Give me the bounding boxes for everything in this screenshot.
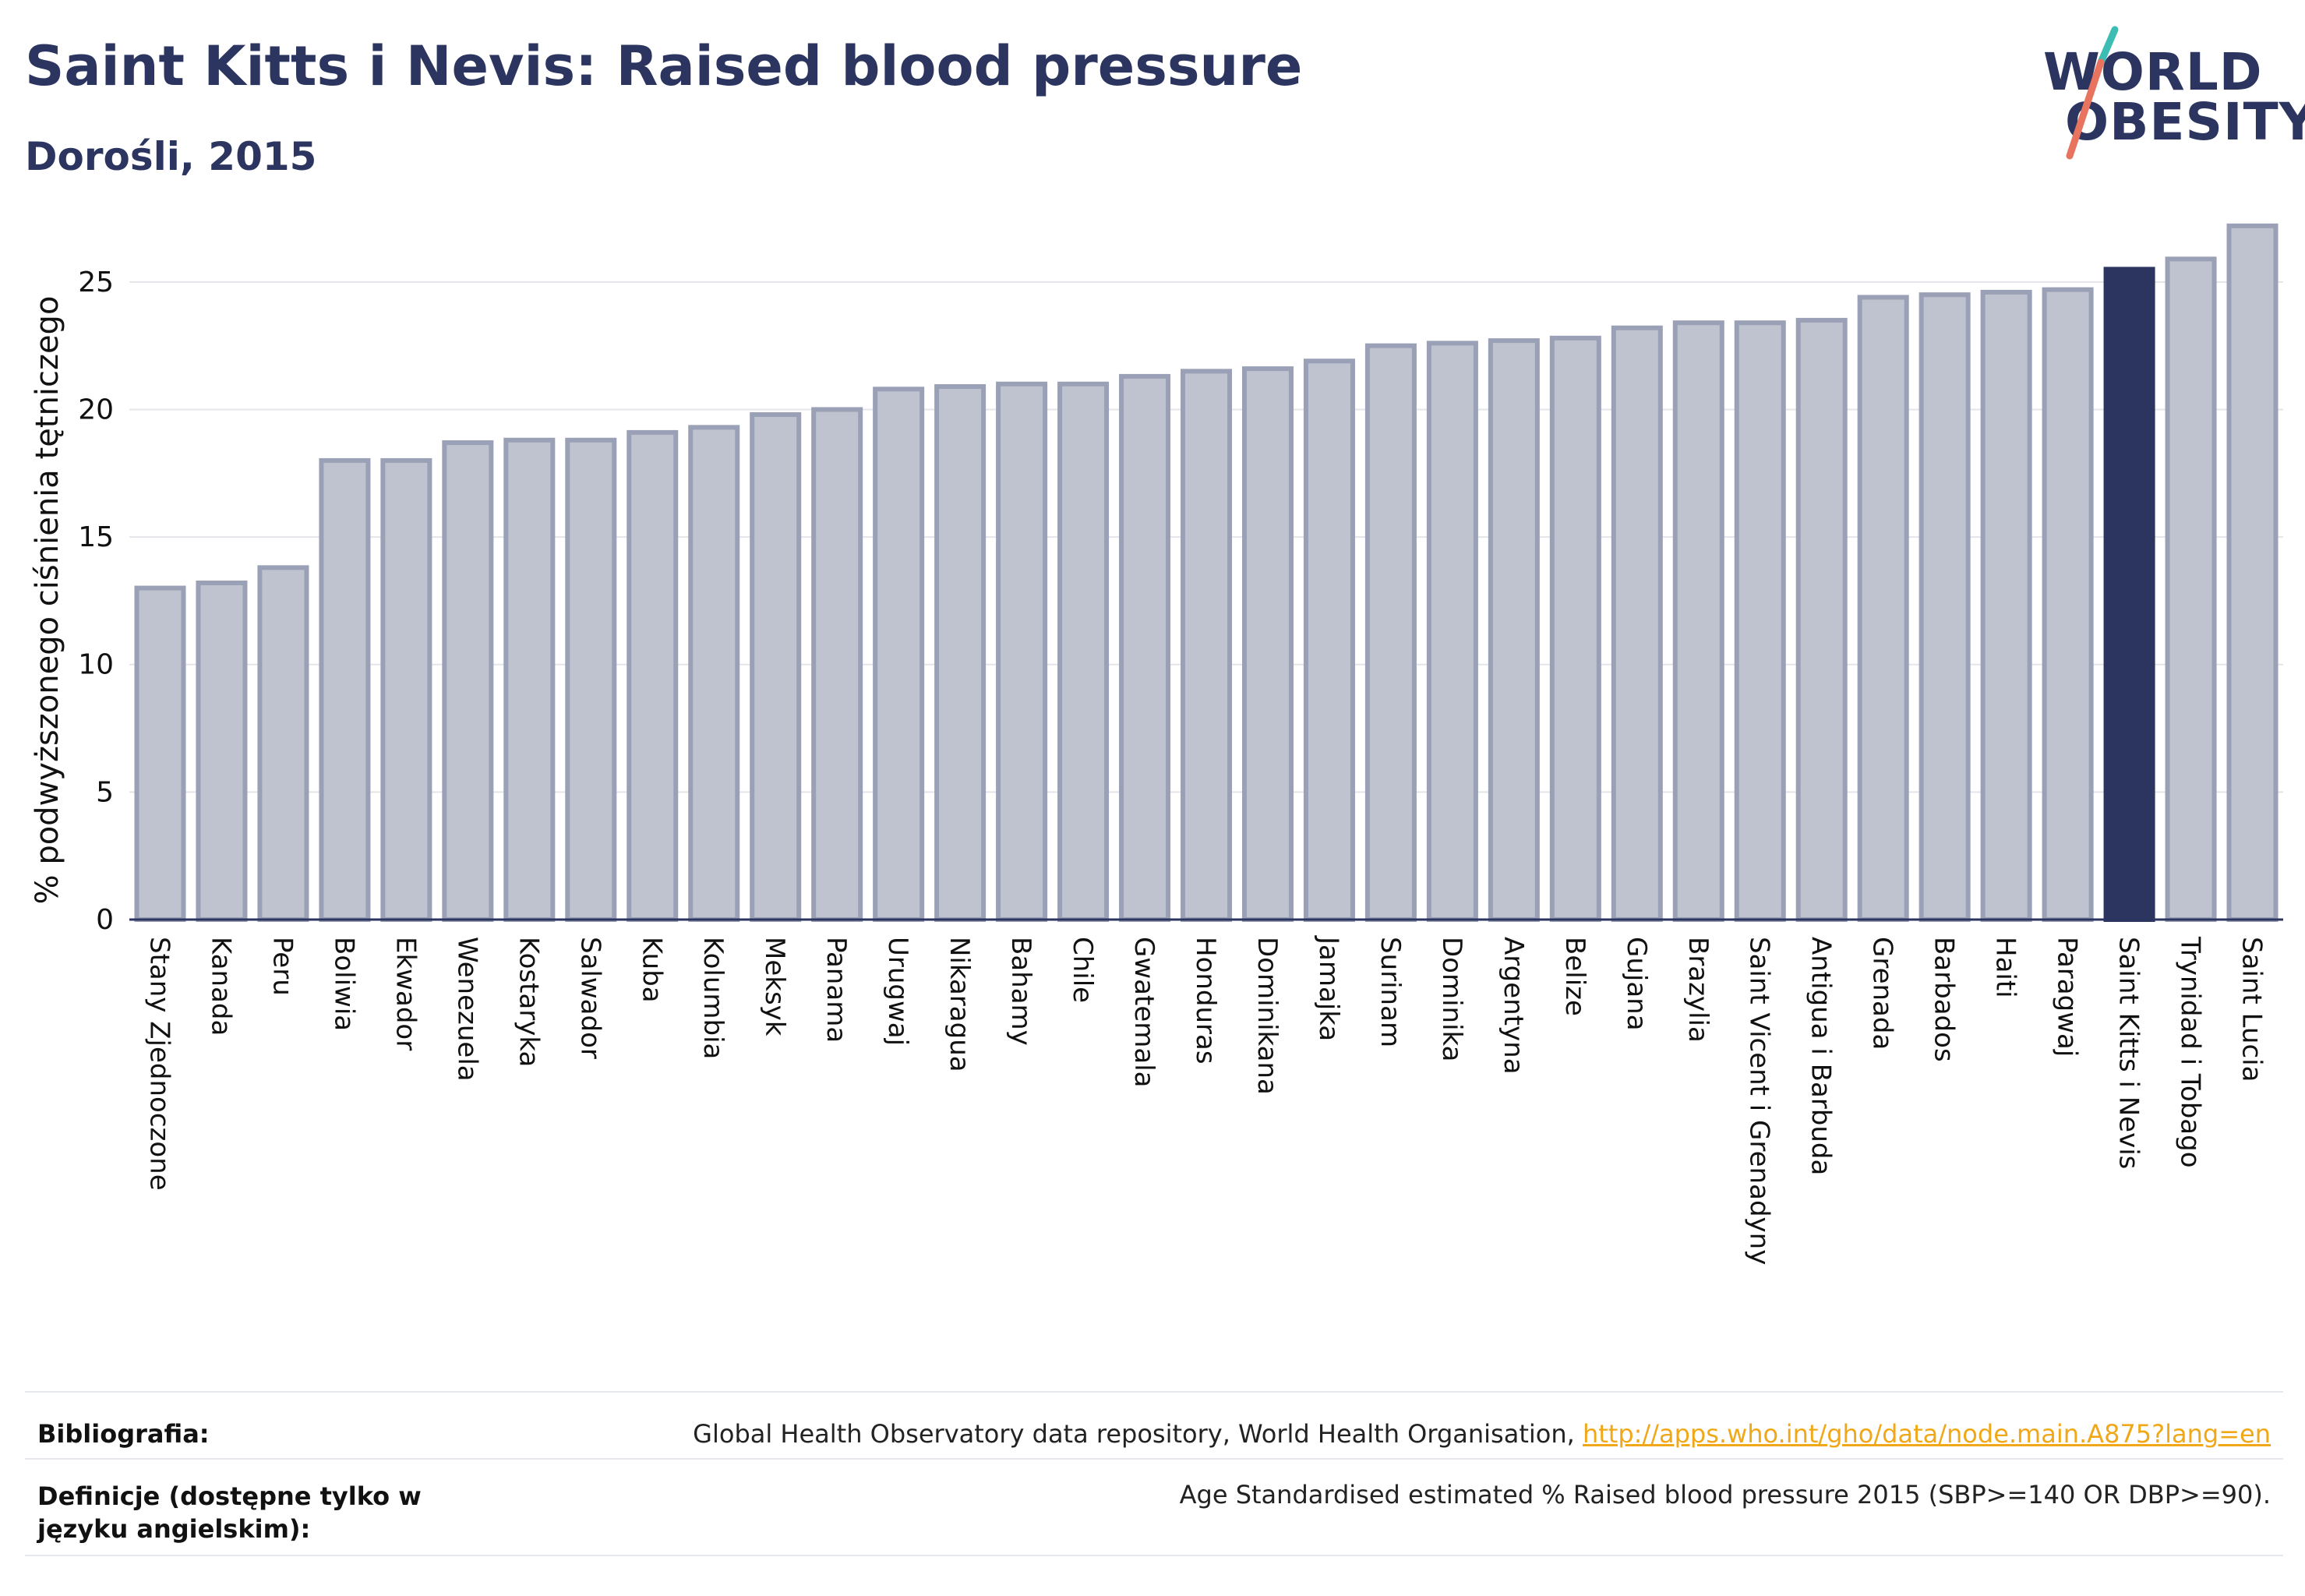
bar (627, 429, 679, 922)
bar (2226, 223, 2279, 923)
bar (1672, 320, 1724, 922)
bar (2103, 267, 2155, 923)
bar (873, 387, 925, 923)
x-tick-label: Grenada (1867, 937, 1898, 1050)
x-tick-label: Stany Zjednoczone (143, 937, 175, 1191)
x-tick-label: Brazylia (1682, 937, 1714, 1043)
x-tick-label: Antigua i Barbuda (1806, 937, 1837, 1175)
x-tick-label: Ekwador (390, 937, 421, 1050)
x-tick-label: Honduras (1190, 937, 1221, 1065)
x-tick-label: Jamajka (1313, 935, 1344, 1041)
divider (25, 1458, 2283, 1460)
bar (1119, 373, 1171, 922)
bar (134, 585, 186, 922)
bar (380, 457, 432, 922)
bar (1857, 295, 1909, 923)
x-tick-label: Trynidad i Tobago (2175, 936, 2206, 1168)
x-tick-label: Saint Kitts i Nevis (2113, 937, 2144, 1169)
x-tick-label: Panama (821, 937, 852, 1043)
x-tick-label: Gujana (1621, 937, 1652, 1031)
bar (442, 440, 494, 922)
bibliography-row: Bibliografia: Global Health Observatory … (25, 1391, 2283, 1469)
x-tick-label: Haiti (1990, 937, 2021, 998)
bar (934, 384, 987, 922)
bar (1734, 320, 1786, 922)
x-tick-label: Peru (267, 937, 298, 996)
x-tick-label: Kanada (205, 937, 236, 1036)
bar (750, 412, 802, 922)
definitions-value: Age Standardised estimated % Raised bloo… (1179, 1480, 2271, 1509)
x-tick-label: Kuba (636, 937, 667, 1003)
y-tick-label: 20 (78, 394, 114, 425)
bar (1980, 289, 2032, 922)
bar (1057, 381, 1110, 922)
x-tick-label: Saint Lucia (2236, 937, 2268, 1082)
x-tick-label: Argentyna (1498, 937, 1529, 1075)
logo-line-1: WORLD (2043, 42, 2263, 102)
bibliography-label: Bibliografia: (37, 1419, 210, 1449)
bar (1611, 325, 1663, 922)
x-tick-label: Paragwaj (2052, 937, 2083, 1057)
x-tick-label: Belize (1559, 937, 1590, 1016)
bibliography-link[interactable]: http://apps.who.int/gho/data/node.main.A… (1582, 1419, 2271, 1449)
x-tick-label: Bahamy (1005, 937, 1036, 1046)
bar-chart: 0 5 10 15 20 25 Stany Zjednoczone Kanada Peru Bol… (30, 223, 2283, 1265)
x-tick-label: Nikaragua (944, 937, 975, 1072)
chart-subtitle: Dorośli, 2015 (25, 134, 317, 179)
x-tick-label: Salwador (574, 937, 605, 1059)
x-tick-label: Surinam (1375, 937, 1406, 1047)
bar (257, 565, 309, 922)
definitions-label: Definicje (dostępne tylko w języku angie… (37, 1481, 422, 1544)
logo-line-2: OBESITY (2065, 92, 2305, 152)
y-tick-label: 25 (78, 267, 114, 298)
x-tick-label: Saint Vicent i Grenadyny (1744, 937, 1775, 1265)
bar (1795, 317, 1848, 922)
logo-slash-icon (2066, 26, 2119, 160)
y-tick-label: 10 (78, 649, 114, 681)
x-tick-label: Boliwia (328, 937, 359, 1031)
bar (1241, 366, 1294, 923)
divider (25, 1555, 2283, 1556)
x-tick-label: Dominika (1436, 937, 1467, 1061)
bar (1180, 369, 1233, 922)
x-tick-label: Chile (1067, 937, 1098, 1003)
bar (1488, 338, 1540, 923)
x-tick-label: Kolumbia (697, 937, 729, 1059)
chart-title: Saint Kitts i Nevis: Raised blood pressu… (25, 34, 1303, 98)
x-tick-label: Urugwaj (882, 937, 913, 1046)
x-tick-label: Barbados (1929, 937, 1960, 1062)
x-tick-label: Dominikana (1251, 937, 1283, 1095)
divider (25, 1391, 2283, 1393)
y-tick-label: 15 (78, 521, 114, 553)
bar (688, 425, 740, 922)
x-tick-label: Gwatemala (1128, 937, 1160, 1087)
bar (1426, 341, 1478, 922)
definitions-row: Definicje (dostępne tylko w języku angie… (25, 1458, 2283, 1559)
bar (2165, 256, 2217, 922)
bar (811, 407, 863, 923)
bibliography-value: Global Health Observatory data repositor… (693, 1419, 2271, 1449)
bar (319, 457, 371, 922)
bar (996, 381, 1048, 922)
bar (196, 581, 248, 922)
x-tick-label: Meksyk (759, 937, 790, 1036)
bibliography-text: Global Health Observatory data repositor… (693, 1419, 1583, 1449)
y-tick-label: 0 (96, 904, 114, 936)
x-tick-label: Wenezuela (451, 937, 482, 1082)
bar (1364, 343, 1417, 923)
bar (503, 437, 556, 922)
y-axis-title: % podwyższonego ciśnienia tętniczego (30, 296, 65, 905)
bar (1918, 292, 1971, 922)
bar (565, 437, 617, 922)
world-obesity-logo: WORLD OBESITY (2034, 23, 2305, 171)
bar (1303, 358, 1355, 923)
bar (2042, 287, 2094, 923)
bar (1549, 335, 1601, 922)
x-tick-label: Kostaryka (513, 937, 544, 1067)
y-tick-label: 5 (96, 776, 114, 808)
